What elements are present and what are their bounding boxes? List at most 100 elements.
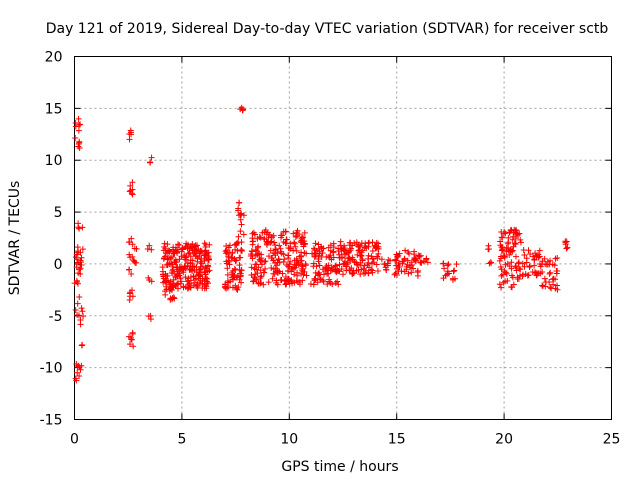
data-point — [324, 270, 331, 277]
data-point — [498, 234, 505, 241]
data-point — [504, 260, 511, 267]
data-point — [77, 121, 84, 128]
data-point — [74, 244, 81, 251]
data-point — [181, 263, 188, 270]
data-point — [318, 276, 325, 283]
data-point — [162, 291, 169, 298]
data-point — [133, 259, 140, 266]
data-point — [72, 306, 79, 313]
data-point — [193, 269, 200, 276]
data-point — [547, 284, 554, 291]
data-point — [541, 275, 548, 282]
data-point — [184, 278, 191, 285]
data-point — [167, 295, 174, 302]
data-point — [204, 280, 211, 287]
data-point — [182, 284, 189, 291]
data-point — [325, 262, 332, 269]
data-point — [506, 251, 513, 258]
data-point — [223, 249, 230, 256]
data-point — [339, 245, 346, 252]
data-point — [333, 268, 340, 275]
data-point — [249, 255, 256, 262]
data-point — [360, 265, 367, 272]
data-point — [310, 260, 317, 267]
data-point — [382, 264, 389, 271]
data-point — [549, 276, 556, 283]
data-point — [547, 257, 554, 264]
data-point — [146, 242, 153, 249]
data-point — [329, 248, 336, 255]
data-point — [74, 311, 81, 318]
data-point — [546, 278, 553, 285]
plot-frame — [74, 56, 612, 420]
data-point — [332, 262, 339, 269]
data-point — [77, 265, 84, 272]
data-point — [498, 284, 505, 291]
data-point — [316, 250, 323, 257]
data-point — [197, 266, 204, 273]
data-point — [335, 281, 342, 288]
data-point — [235, 284, 242, 291]
data-point — [231, 272, 238, 279]
data-point — [206, 241, 213, 248]
data-point — [126, 188, 133, 195]
data-point — [277, 276, 284, 283]
data-point — [252, 246, 259, 253]
data-point — [126, 266, 133, 273]
data-point — [365, 252, 372, 259]
data-point — [177, 275, 184, 282]
data-point — [533, 270, 540, 277]
data-point — [311, 246, 318, 253]
data-point — [130, 343, 137, 350]
data-point — [238, 221, 245, 228]
data-point — [531, 256, 538, 263]
data-point — [75, 362, 82, 369]
data-point — [236, 276, 243, 283]
data-point — [336, 268, 343, 275]
data-point — [508, 247, 515, 254]
data-point — [496, 257, 503, 264]
y-tick-label: 0 — [54, 257, 63, 273]
data-point — [170, 281, 177, 288]
data-point — [349, 271, 356, 278]
data-point — [536, 247, 543, 254]
data-point — [318, 253, 325, 260]
y-tick-label: -15 — [40, 413, 63, 429]
data-point — [406, 250, 413, 257]
data-point — [255, 243, 262, 250]
data-point — [351, 258, 358, 265]
data-point — [424, 259, 431, 266]
data-point — [229, 268, 236, 275]
data-point — [237, 216, 244, 223]
data-point — [201, 268, 208, 275]
data-point — [332, 263, 339, 270]
data-point — [515, 275, 522, 282]
data-point — [451, 267, 458, 274]
data-point — [329, 281, 336, 288]
data-point — [185, 284, 192, 291]
data-point — [327, 242, 334, 249]
data-point — [238, 267, 245, 274]
data-point — [395, 268, 402, 275]
data-point — [297, 238, 304, 245]
data-point — [529, 269, 536, 276]
data-point — [441, 265, 448, 272]
data-point — [417, 259, 424, 266]
chart-title: Day 121 of 2019, Sidereal Day-to-day VTE… — [46, 21, 609, 37]
data-point — [359, 256, 366, 263]
data-point — [285, 275, 292, 282]
data-point — [159, 264, 166, 271]
data-point — [252, 271, 259, 278]
data-point — [372, 242, 379, 249]
data-point — [71, 280, 78, 287]
data-point — [535, 254, 542, 261]
data-point — [394, 253, 401, 260]
data-point — [392, 256, 399, 263]
data-point — [323, 265, 330, 272]
data-point — [312, 240, 319, 247]
data-point — [396, 260, 403, 267]
data-point — [234, 286, 241, 293]
data-point — [265, 279, 272, 286]
data-point — [270, 266, 277, 273]
data-point — [129, 293, 136, 300]
